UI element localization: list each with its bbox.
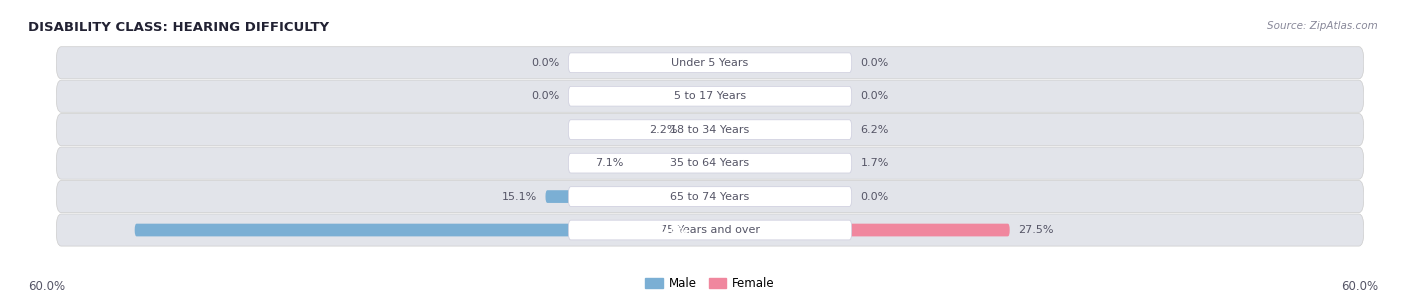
FancyBboxPatch shape <box>633 157 710 170</box>
Legend: Male, Female: Male, Female <box>645 277 775 290</box>
FancyBboxPatch shape <box>710 224 1010 236</box>
FancyBboxPatch shape <box>56 181 1364 213</box>
Text: 0.0%: 0.0% <box>860 192 889 202</box>
FancyBboxPatch shape <box>56 47 1364 79</box>
Text: 0.0%: 0.0% <box>531 91 560 101</box>
Text: 27.5%: 27.5% <box>1018 225 1054 235</box>
Text: 75 Years and over: 75 Years and over <box>659 225 761 235</box>
FancyBboxPatch shape <box>56 80 1364 112</box>
FancyBboxPatch shape <box>710 157 728 170</box>
FancyBboxPatch shape <box>568 187 852 206</box>
FancyBboxPatch shape <box>56 147 1364 179</box>
Text: 0.0%: 0.0% <box>860 91 889 101</box>
Text: 2.2%: 2.2% <box>648 125 678 135</box>
Text: Under 5 Years: Under 5 Years <box>672 58 748 68</box>
FancyBboxPatch shape <box>546 190 710 203</box>
Text: 65 to 74 Years: 65 to 74 Years <box>671 192 749 202</box>
Text: 35 to 64 Years: 35 to 64 Years <box>671 158 749 168</box>
Text: 0.0%: 0.0% <box>531 58 560 68</box>
FancyBboxPatch shape <box>568 153 852 173</box>
FancyBboxPatch shape <box>56 114 1364 146</box>
FancyBboxPatch shape <box>686 123 710 136</box>
Text: 6.2%: 6.2% <box>860 125 889 135</box>
FancyBboxPatch shape <box>568 53 852 73</box>
Text: Source: ZipAtlas.com: Source: ZipAtlas.com <box>1267 21 1378 31</box>
Text: 18 to 34 Years: 18 to 34 Years <box>671 125 749 135</box>
FancyBboxPatch shape <box>568 220 852 240</box>
Text: 60.0%: 60.0% <box>1341 280 1378 293</box>
FancyBboxPatch shape <box>56 214 1364 246</box>
FancyBboxPatch shape <box>568 86 852 106</box>
FancyBboxPatch shape <box>135 224 710 236</box>
Text: 15.1%: 15.1% <box>502 192 537 202</box>
Text: 52.8%: 52.8% <box>650 225 689 235</box>
Text: 60.0%: 60.0% <box>28 280 65 293</box>
Text: 5 to 17 Years: 5 to 17 Years <box>673 91 747 101</box>
Text: DISABILITY CLASS: HEARING DIFFICULTY: DISABILITY CLASS: HEARING DIFFICULTY <box>28 21 329 34</box>
Text: 1.7%: 1.7% <box>860 158 889 168</box>
Text: 0.0%: 0.0% <box>860 58 889 68</box>
Text: 7.1%: 7.1% <box>596 158 624 168</box>
FancyBboxPatch shape <box>710 123 778 136</box>
FancyBboxPatch shape <box>568 120 852 139</box>
